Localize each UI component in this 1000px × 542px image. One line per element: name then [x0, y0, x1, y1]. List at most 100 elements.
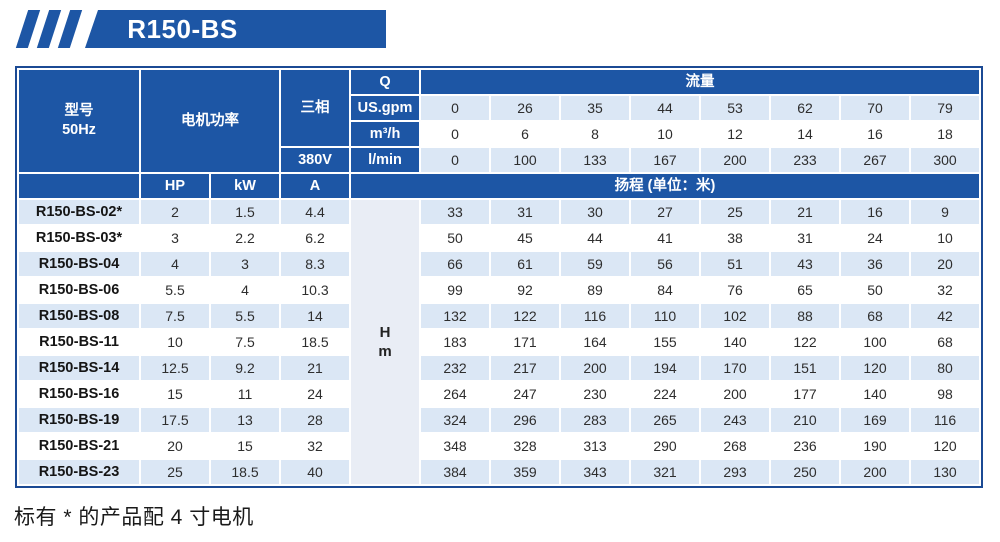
model-header-line1: 型号: [64, 103, 94, 119]
kw-value-cell: 7.5: [211, 330, 279, 354]
head-value-cell: 31: [771, 226, 839, 250]
hp-value-cell: 12.5: [141, 356, 209, 380]
head-value-cell: 151: [771, 356, 839, 380]
amp-value-cell: 4.4: [281, 200, 349, 224]
kw-header: kW: [211, 174, 279, 198]
amp-value-cell: 6.2: [281, 226, 349, 250]
hp-header: HP: [141, 174, 209, 198]
head-value-cell: 169: [841, 408, 909, 432]
hp-value-cell: 20: [141, 434, 209, 458]
hp-value-cell: 3: [141, 226, 209, 250]
flow-value-cell: 10: [631, 122, 699, 146]
head-value-cell: 200: [561, 356, 629, 380]
model-cell: R150-BS-03*: [19, 226, 139, 250]
head-header: 扬程 (单位：米): [351, 174, 979, 198]
flow-value-cell: 6: [491, 122, 559, 146]
hp-value-cell: 4: [141, 252, 209, 276]
hp-value-cell: 7.5: [141, 304, 209, 328]
head-value-cell: 68: [841, 304, 909, 328]
head-value-cell: 31: [491, 200, 559, 224]
kw-value-cell: 1.5: [211, 200, 279, 224]
head-value-cell: 51: [701, 252, 769, 276]
head-value-cell: 236: [771, 434, 839, 458]
model-cell: R150-BS-04: [19, 252, 139, 276]
head-value-cell: 116: [911, 408, 979, 432]
head-value-cell: 56: [631, 252, 699, 276]
header-row-q: 型号 50Hz 电机功率 三相 Q 流量: [19, 70, 979, 172]
head-value-cell: 43: [771, 252, 839, 276]
flow-value-cell: 0: [421, 96, 489, 120]
head-value-cell: 210: [771, 408, 839, 432]
head-value-cell: 268: [701, 434, 769, 458]
flow-value-cell: 8: [561, 122, 629, 146]
head-value-cell: 120: [911, 434, 979, 458]
head-value-cell: 164: [561, 330, 629, 354]
head-unit-h: H: [379, 324, 391, 341]
head-value-cell: 177: [771, 382, 839, 406]
flow-row-m3h: m³/h 0 6 8 10 12 14 16 18: [19, 122, 979, 146]
amp-value-cell: 32: [281, 434, 349, 458]
flow-value-cell: 12: [701, 122, 769, 146]
head-value-cell: 120: [841, 356, 909, 380]
head-value-cell: 200: [841, 460, 909, 484]
head-value-cell: 98: [911, 382, 979, 406]
model-cell: R150-BS-08: [19, 304, 139, 328]
kw-value-cell: 5.5: [211, 304, 279, 328]
banner-slash-icon: [36, 10, 62, 48]
head-value-cell: 170: [701, 356, 769, 380]
kw-value-cell: 3: [211, 252, 279, 276]
head-value-cell: 88: [771, 304, 839, 328]
head-value-cell: 290: [631, 434, 699, 458]
m3h-unit-header: m³/h: [351, 122, 419, 146]
head-value-cell: 25: [701, 200, 769, 224]
spec-row: R150-BS-14 12.5 9.2 21 232 217 200 194 170 151 120…: [19, 356, 979, 380]
head-value-cell: 190: [841, 434, 909, 458]
flow-value-cell: 267: [841, 148, 909, 172]
head-value-cell: 217: [491, 356, 559, 380]
head-value-cell: 36: [841, 252, 909, 276]
head-value-cell: 321: [631, 460, 699, 484]
amp-value-cell: 10.3: [281, 278, 349, 302]
head-value-cell: 359: [491, 460, 559, 484]
head-value-cell: 27: [631, 200, 699, 224]
head-value-cell: 122: [771, 330, 839, 354]
amp-value-cell: 14: [281, 304, 349, 328]
head-value-cell: 130: [911, 460, 979, 484]
hp-value-cell: 15: [141, 382, 209, 406]
head-value-cell: 232: [421, 356, 489, 380]
head-value-cell: 116: [561, 304, 629, 328]
model-cell: R150-BS-06: [19, 278, 139, 302]
head-value-cell: 324: [421, 408, 489, 432]
flow-value-cell: 14: [771, 122, 839, 146]
head-unit-m: m: [378, 343, 392, 360]
head-value-cell: 194: [631, 356, 699, 380]
head-value-cell: 21: [771, 200, 839, 224]
head-value-cell: 9: [911, 200, 979, 224]
head-value-cell: 84: [631, 278, 699, 302]
voltage-header: 380V: [281, 148, 349, 172]
flow-value-cell: 0: [421, 122, 489, 146]
head-value-cell: 42: [911, 304, 979, 328]
spec-row: R150-BS-03* 3 2.2 6.2 50 45 44 41 38 31 24 10: [19, 226, 979, 250]
head-value-cell: 50: [421, 226, 489, 250]
lmin-unit-header: l/min: [351, 148, 419, 172]
amp-value-cell: 24: [281, 382, 349, 406]
head-value-cell: 65: [771, 278, 839, 302]
flow-value-cell: 35: [561, 96, 629, 120]
flow-value-cell: 70: [841, 96, 909, 120]
banner-slash-icon: [57, 10, 83, 48]
flow-header: 流量: [421, 70, 979, 94]
head-value-cell: 61: [491, 252, 559, 276]
spec-row: R150-BS-23 25 18.5 40 384 359 343 321 293 250 200 1…: [19, 460, 979, 484]
flow-row-usgpm: US.gpm 0 26 35 44 53 62 70 79: [19, 96, 979, 120]
flow-value-cell: 200: [701, 148, 769, 172]
head-value-cell: 92: [491, 278, 559, 302]
flow-value-cell: 18: [911, 122, 979, 146]
head-value-cell: 80: [911, 356, 979, 380]
model-cell: R150-BS-16: [19, 382, 139, 406]
head-value-cell: 66: [421, 252, 489, 276]
head-value-cell: 68: [911, 330, 979, 354]
head-value-cell: 140: [701, 330, 769, 354]
head-value-cell: 264: [421, 382, 489, 406]
head-value-cell: 250: [771, 460, 839, 484]
